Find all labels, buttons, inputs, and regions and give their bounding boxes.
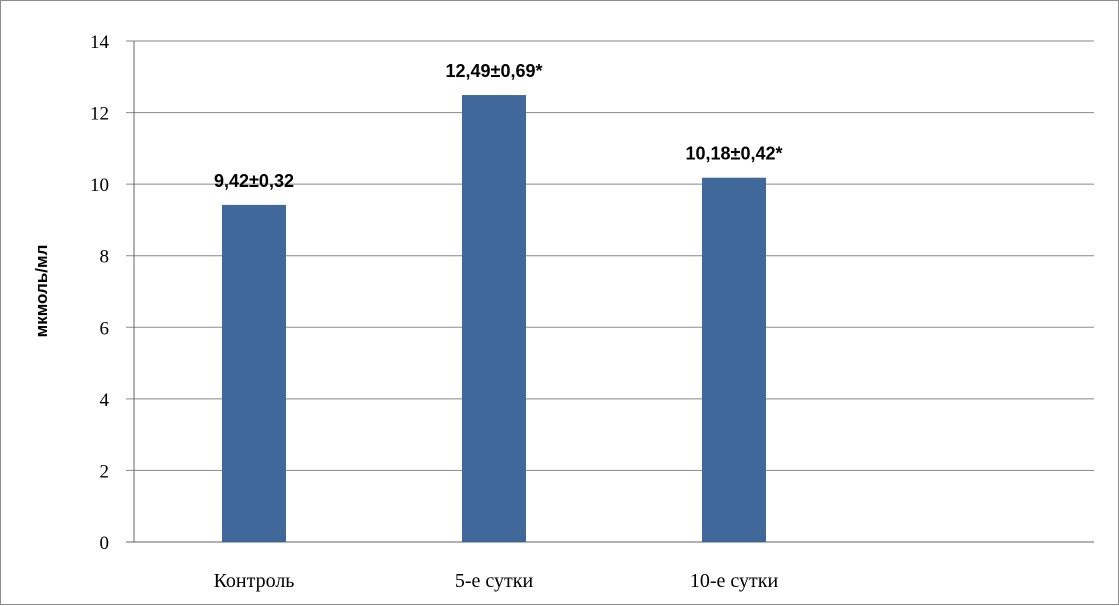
- y-tick-label: 0: [100, 533, 110, 554]
- data-label: 10,18±0,42*: [686, 144, 783, 164]
- x-tick-label: 10-е сутки: [690, 570, 779, 592]
- y-tick-label: 6: [100, 318, 110, 339]
- y-tick-label: 14: [90, 32, 110, 53]
- y-tick-label: 4: [100, 390, 110, 411]
- y-tick-label: 10: [90, 175, 109, 196]
- data-label: 12,49±0,69*: [446, 61, 543, 81]
- bar: [222, 204, 286, 543]
- bar: [702, 177, 766, 543]
- x-tick-label: 5-е сутки: [455, 570, 534, 592]
- data-label: 9,42±0,32: [214, 171, 294, 191]
- y-tick-label: 2: [100, 461, 110, 482]
- y-axis-label: мкмоль/мл: [32, 245, 51, 338]
- y-tick-label: 12: [90, 104, 109, 125]
- bar: [462, 95, 526, 542]
- x-tick-label: Контроль: [214, 570, 295, 592]
- y-tick-label: 8: [100, 247, 110, 268]
